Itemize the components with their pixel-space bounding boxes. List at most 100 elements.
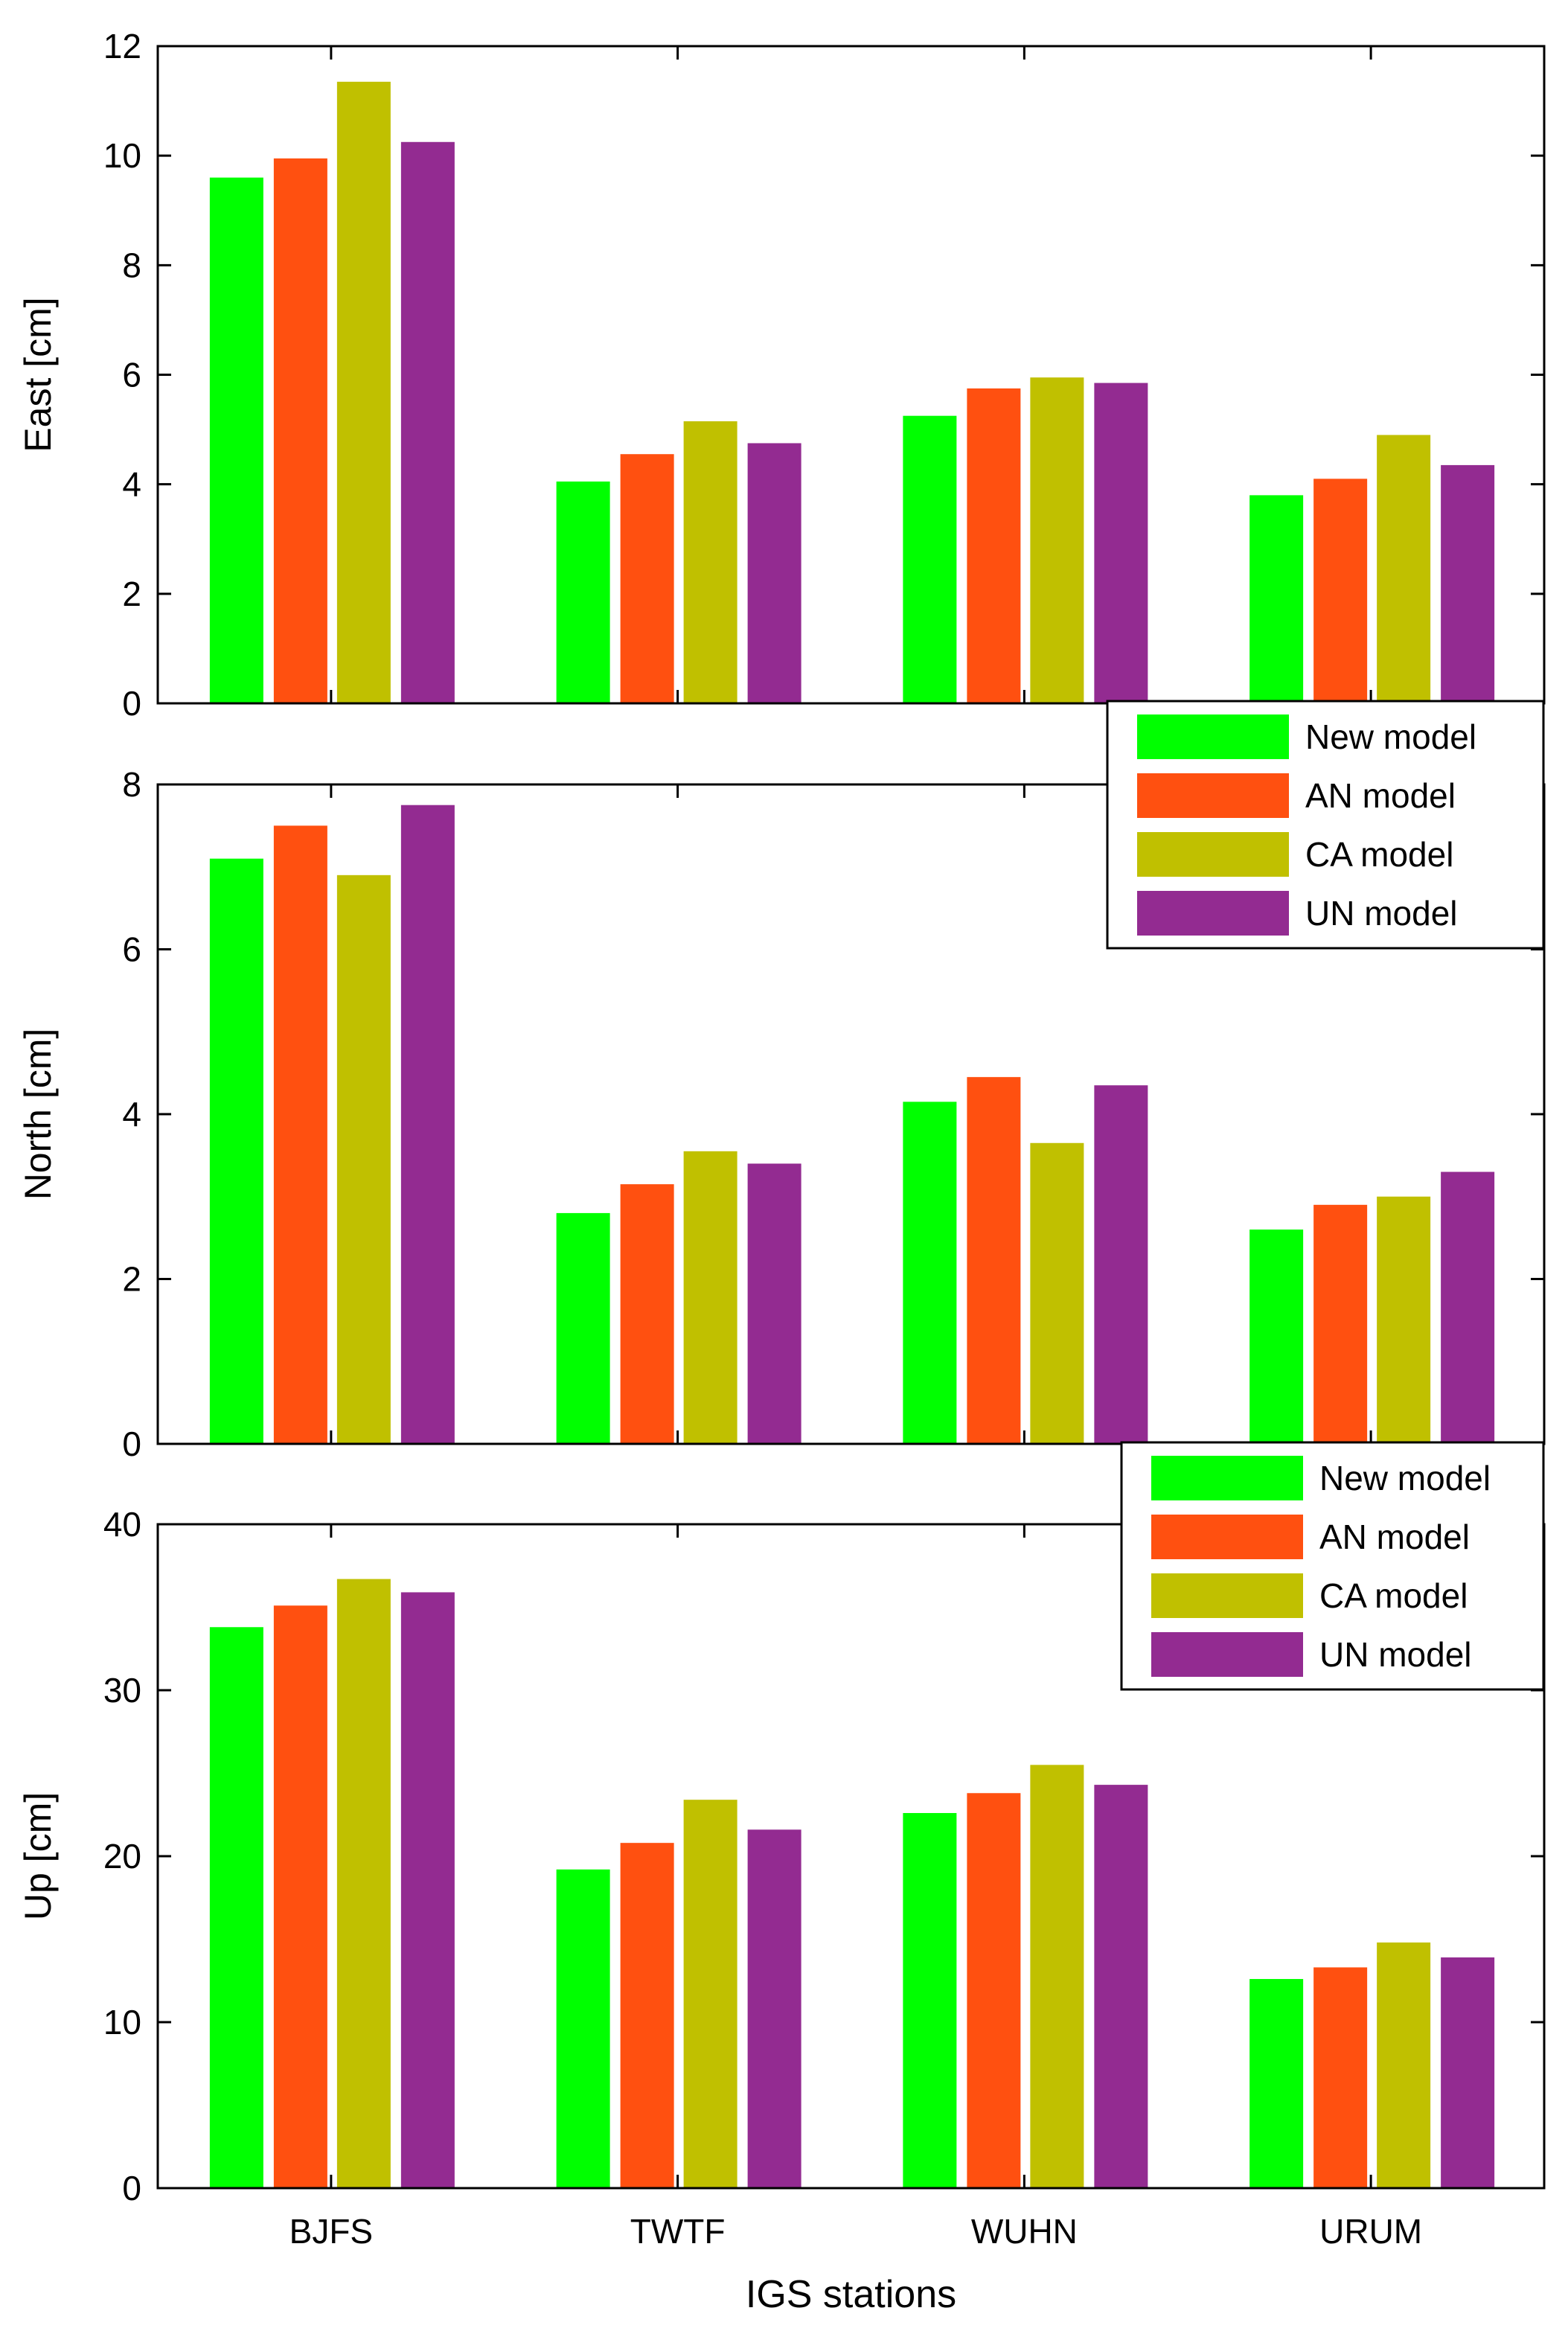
bar-un-model-wuhn: [1094, 383, 1148, 703]
y-tick-label: 2: [122, 575, 141, 613]
bar-an-model-twtf: [620, 1843, 674, 2188]
bar-new-model-twtf: [556, 481, 610, 703]
bars-layer: [209, 81, 1495, 2188]
legend-label: UN model: [1319, 1635, 1472, 1674]
bar-ca-model-urum: [1377, 435, 1431, 703]
legend-label: New model: [1319, 1459, 1491, 1497]
bar-un-model-bjfs: [400, 805, 455, 1444]
bar-new-model-wuhn: [903, 1102, 957, 1444]
bar-un-model-twtf: [747, 443, 801, 703]
legend-swatch: [1151, 1573, 1303, 1618]
legend-swatch: [1151, 1632, 1303, 1677]
bar-un-model-urum: [1441, 1171, 1495, 1444]
bar-an-model-twtf: [620, 454, 674, 703]
bar-new-model-bjfs: [209, 177, 263, 704]
bar-ca-model-bjfs: [336, 81, 391, 704]
x-axis-label: IGS stations: [746, 2273, 956, 2316]
x-tick-label-wuhn: WUHN: [971, 2212, 1078, 2251]
legend-label: New model: [1305, 717, 1476, 756]
bar-ca-model-wuhn: [1030, 377, 1084, 703]
bar-un-model-bjfs: [400, 141, 455, 704]
y-tick-label: 6: [122, 930, 141, 969]
bar-un-model-wuhn: [1094, 1785, 1148, 2188]
legend-swatch: [1137, 773, 1289, 818]
legend-label: CA model: [1305, 835, 1453, 874]
x-tick-label-bjfs: BJFS: [289, 2212, 373, 2251]
panel-2-bars: [209, 1579, 1495, 2188]
axes-layer: 0 2 4 6 8 10 12 East [cm] 0 2 4 6 8 North [cm] 0 10 20 30…: [17, 27, 1546, 2316]
y-axis-label: North [cm]: [17, 1029, 59, 1200]
y-tick-label: 30: [103, 1671, 141, 1710]
legend-label: AN model: [1305, 776, 1456, 815]
y-tick-label: 0: [122, 2169, 141, 2207]
bar-un-model-twtf: [747, 1163, 801, 1444]
legend-swatch: [1137, 832, 1289, 877]
legend: New model AN model CA model UN model: [1120, 1441, 1545, 1691]
y-tick-label: 10: [103, 2003, 141, 2042]
bar-new-model-urum: [1249, 495, 1304, 703]
bar-ca-model-urum: [1377, 1942, 1431, 2188]
legend-swatch: [1137, 891, 1289, 936]
bar-un-model-wuhn: [1094, 1085, 1148, 1444]
bar-un-model-urum: [1441, 1957, 1495, 2188]
y-tick-label: 4: [122, 1095, 141, 1134]
bar-new-model-wuhn: [903, 1813, 957, 2188]
bar-an-model-twtf: [620, 1184, 674, 1444]
bar-an-model-urum: [1313, 1204, 1368, 1444]
bar-ca-model-twtf: [683, 1800, 737, 2188]
legend-label: UN model: [1305, 894, 1458, 933]
bar-an-model-wuhn: [967, 388, 1021, 703]
bar-ca-model-wuhn: [1030, 1142, 1084, 1444]
bar-new-model-bjfs: [209, 858, 263, 1444]
x-tick-label-twtf: TWTF: [630, 2212, 726, 2251]
panel-2-axes: 0 10 20 30 40 BJFS TWTF WUHN URUM Up [cm] IGS stat…: [17, 1505, 1546, 2316]
bar-ca-model-bjfs: [336, 875, 391, 1444]
bar-new-model-twtf: [556, 1869, 610, 2188]
bar-an-model-bjfs: [273, 158, 327, 704]
bar-new-model-urum: [1249, 1230, 1304, 1444]
legend-swatch: [1137, 714, 1289, 759]
bar-ca-model-urum: [1377, 1196, 1431, 1444]
x-tick-label-urum: URUM: [1319, 2212, 1422, 2251]
bar-new-model-bjfs: [209, 1627, 263, 2188]
bar-new-model-urum: [1249, 1979, 1304, 2188]
y-tick-label: 8: [122, 765, 141, 804]
y-tick-label: 10: [103, 136, 141, 175]
legend-swatch: [1151, 1456, 1303, 1500]
y-tick-label: 20: [103, 1837, 141, 1876]
bar-new-model-wuhn: [903, 415, 957, 703]
y-axis-label: Up [cm]: [17, 1792, 59, 1920]
bar-ca-model-bjfs: [336, 1579, 391, 2188]
legend-label: AN model: [1319, 1518, 1470, 1556]
panel-0-bars: [209, 81, 1495, 704]
bar-un-model-urum: [1441, 464, 1495, 703]
bar-an-model-bjfs: [273, 825, 327, 1444]
panel-0-axes: 0 2 4 6 8 10 12 East [cm]: [17, 27, 1546, 723]
panel-1-bars: [209, 805, 1495, 1444]
bar-ca-model-twtf: [683, 1151, 737, 1444]
bar-un-model-bjfs: [400, 1592, 455, 2188]
bar-ca-model-wuhn: [1030, 1765, 1084, 2188]
y-axis-label: East [cm]: [17, 297, 59, 452]
bar-an-model-bjfs: [273, 1605, 327, 2188]
bar-an-model-urum: [1313, 1967, 1368, 2188]
y-tick-label: 4: [122, 465, 141, 504]
y-tick-label: 6: [122, 356, 141, 394]
bar-an-model-wuhn: [967, 1793, 1021, 2188]
legend-swatch: [1151, 1515, 1303, 1559]
bar-an-model-urum: [1313, 479, 1368, 703]
bar-new-model-twtf: [556, 1212, 610, 1444]
y-tick-label: 40: [103, 1505, 141, 1544]
legend: New model AN model CA model UN model: [1106, 700, 1545, 950]
bar-ca-model-twtf: [683, 421, 737, 703]
y-tick-label: 8: [122, 246, 141, 284]
y-tick-label: 12: [103, 27, 141, 65]
y-tick-label: 0: [122, 684, 141, 723]
legend-label: CA model: [1319, 1576, 1468, 1615]
bar-un-model-twtf: [747, 1829, 801, 2188]
bar-an-model-wuhn: [967, 1077, 1021, 1444]
y-tick-label: 2: [122, 1260, 141, 1299]
y-tick-label: 0: [122, 1425, 141, 1463]
